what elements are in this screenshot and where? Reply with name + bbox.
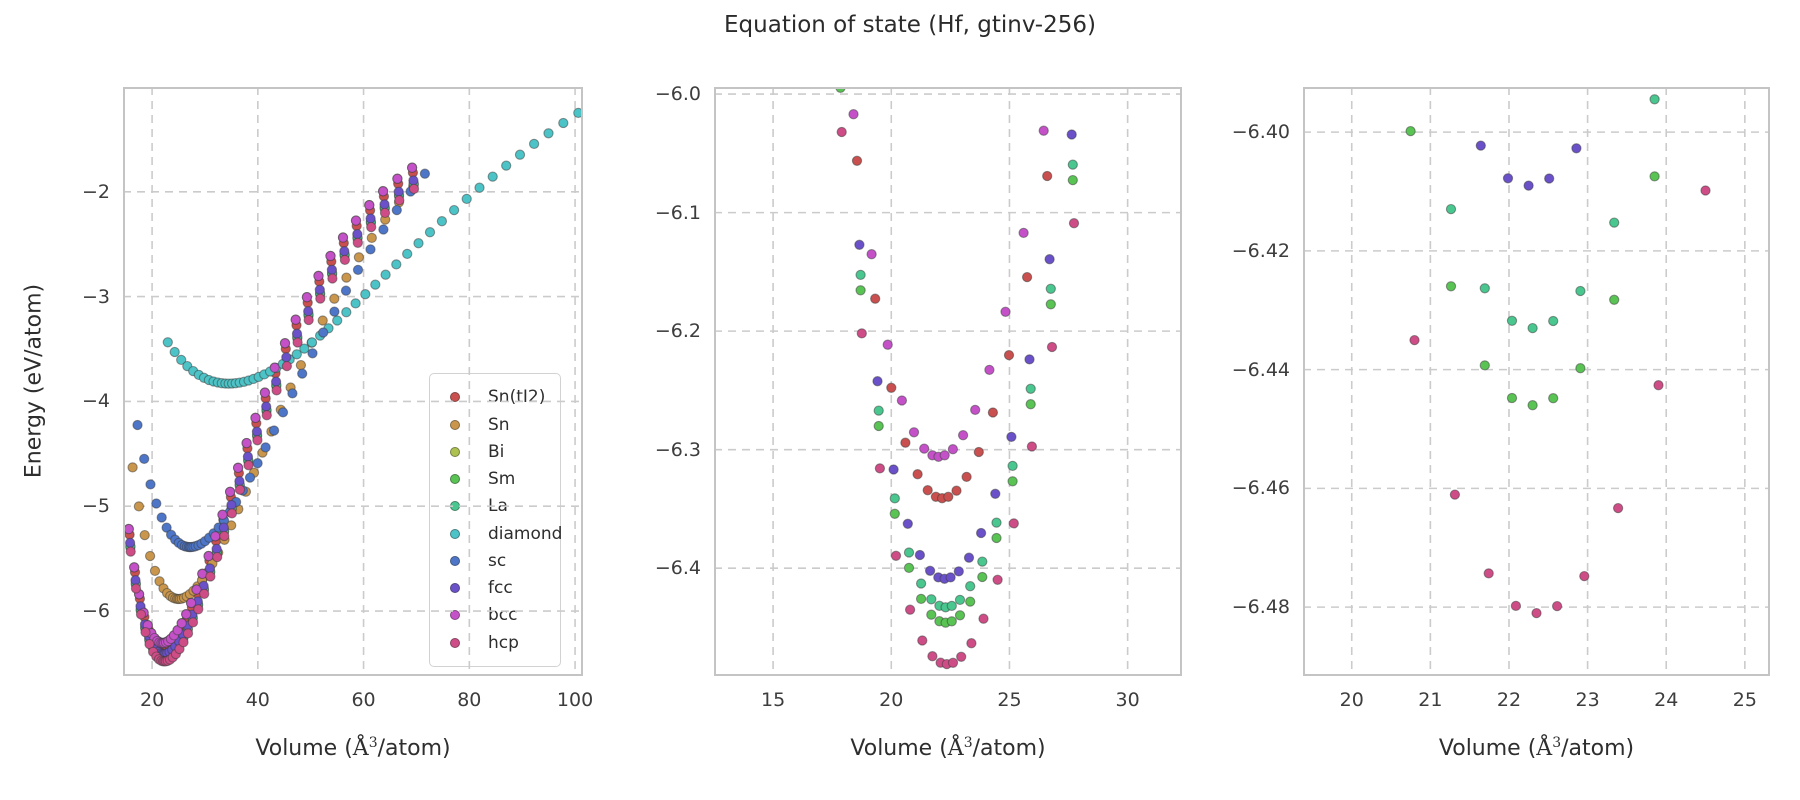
y-tick-label: −6.2: [654, 320, 701, 343]
legend-item-Bi: Bi: [430, 442, 560, 462]
series-hcp: [1409, 185, 1711, 619]
y-tick-label: −6.40: [1231, 121, 1290, 144]
subplot-overview-canvas: [123, 87, 583, 676]
x-tick-label: 40: [245, 689, 270, 711]
legend: Sn(tI2) Sn Bi Sm La diamond sc fcc bcc hcp: [429, 373, 563, 667]
legend-swatch: [450, 419, 460, 430]
series-La: [1445, 94, 1660, 334]
legend-label: Sm: [488, 469, 516, 490]
x-axis-label: Volume (Å3/atom): [850, 734, 1046, 762]
y-tick-label: −4: [81, 390, 110, 413]
y-tick-label: −3: [81, 285, 110, 308]
y-tick-label: −6.4: [654, 557, 701, 580]
axes-border: [1303, 87, 1770, 676]
legend-swatch: [450, 474, 460, 485]
legend-item-diamond: diamond: [430, 523, 563, 544]
gridlines: [1303, 87, 1770, 676]
legend-item-Sn: Sn: [430, 415, 560, 435]
y-tick-label: −6.0: [654, 83, 701, 106]
series-hcp: [836, 126, 1080, 670]
series-fcc: [854, 129, 1077, 584]
y-tick-label: −6.1: [654, 201, 701, 224]
series-hcp: [125, 183, 420, 667]
x-tick-label: 25: [1732, 689, 1757, 711]
legend-label: Sn(tI2): [488, 387, 546, 408]
legend-item-fcc: fcc: [430, 578, 560, 598]
y-tick-label: −6.46: [1231, 477, 1290, 500]
axes-border: [123, 87, 583, 676]
x-tick-label: 30: [1115, 689, 1140, 711]
y-tick-label: −2: [81, 180, 110, 203]
series-fcc: [1475, 140, 1582, 191]
series-Sm: [1405, 125, 1660, 411]
figure-title: Equation of state (Hf, gtinv-256): [724, 12, 1096, 38]
subplot-zoom-fine-canvas: [1303, 87, 1770, 676]
legend-label: Sn: [488, 414, 510, 435]
legend-item-Sm: Sm: [430, 469, 560, 489]
legend-label: bcc: [488, 605, 518, 626]
legend-item-hcp: hcp: [430, 633, 560, 653]
x-tick-label: 100: [556, 689, 594, 711]
legend-swatch: [450, 610, 460, 621]
series-La: [855, 159, 1078, 613]
x-axis-label: Volume (Å3/atom): [1438, 734, 1635, 762]
y-tick-label: −6.42: [1231, 239, 1290, 262]
legend-label: La: [488, 496, 508, 517]
legend-label: sc: [488, 550, 507, 571]
y-axis-label: Energy (eV/atom): [21, 283, 47, 479]
axes-border: [714, 87, 1182, 676]
series-diamond: [162, 107, 583, 389]
y-tick-label: −6: [81, 600, 110, 623]
x-tick-label: 24: [1654, 689, 1679, 711]
x-tick-label: 20: [1339, 689, 1364, 711]
legend-item-Sn(tI2): Sn(tI2): [430, 387, 560, 407]
series-bcc: [848, 109, 1049, 462]
legend-item-sc: sc: [430, 551, 560, 571]
legend-item-bcc: bcc: [430, 605, 560, 625]
legend-label: hcp: [488, 632, 519, 653]
x-tick-label: 20: [879, 689, 904, 711]
x-tick-label: 25: [997, 689, 1022, 711]
series-bcc: [123, 162, 418, 649]
y-tick-label: −6.44: [1231, 358, 1290, 381]
legend-swatch: [450, 583, 460, 594]
legend-swatch: [450, 555, 460, 566]
subplot-zoom-mid-canvas: [714, 87, 1182, 676]
legend-label: Bi: [488, 441, 505, 462]
x-tick-label: 22: [1496, 689, 1522, 711]
series-Sn(tI2): [851, 155, 1053, 504]
series-Sm: [835, 87, 1078, 628]
legend-label: fcc: [488, 578, 513, 599]
legend-swatch: [450, 446, 460, 457]
x-tick-label: 15: [760, 689, 786, 711]
y-tick-label: −5: [81, 495, 110, 518]
x-tick-label: 60: [351, 689, 376, 711]
x-tick-label: 20: [139, 689, 165, 711]
gridlines: [714, 87, 1182, 676]
legend-swatch: [450, 637, 460, 648]
x-tick-label: 21: [1418, 689, 1443, 711]
y-tick-label: −6.48: [1231, 596, 1290, 619]
x-axis-label: Volume (Å3/atom): [255, 734, 451, 762]
x-tick-label: 23: [1575, 689, 1600, 711]
legend-swatch: [450, 392, 460, 403]
y-tick-label: −6.3: [654, 438, 701, 461]
legend-swatch: [450, 528, 460, 539]
legend-label: diamond: [488, 523, 563, 544]
x-tick-label: 80: [457, 689, 482, 711]
